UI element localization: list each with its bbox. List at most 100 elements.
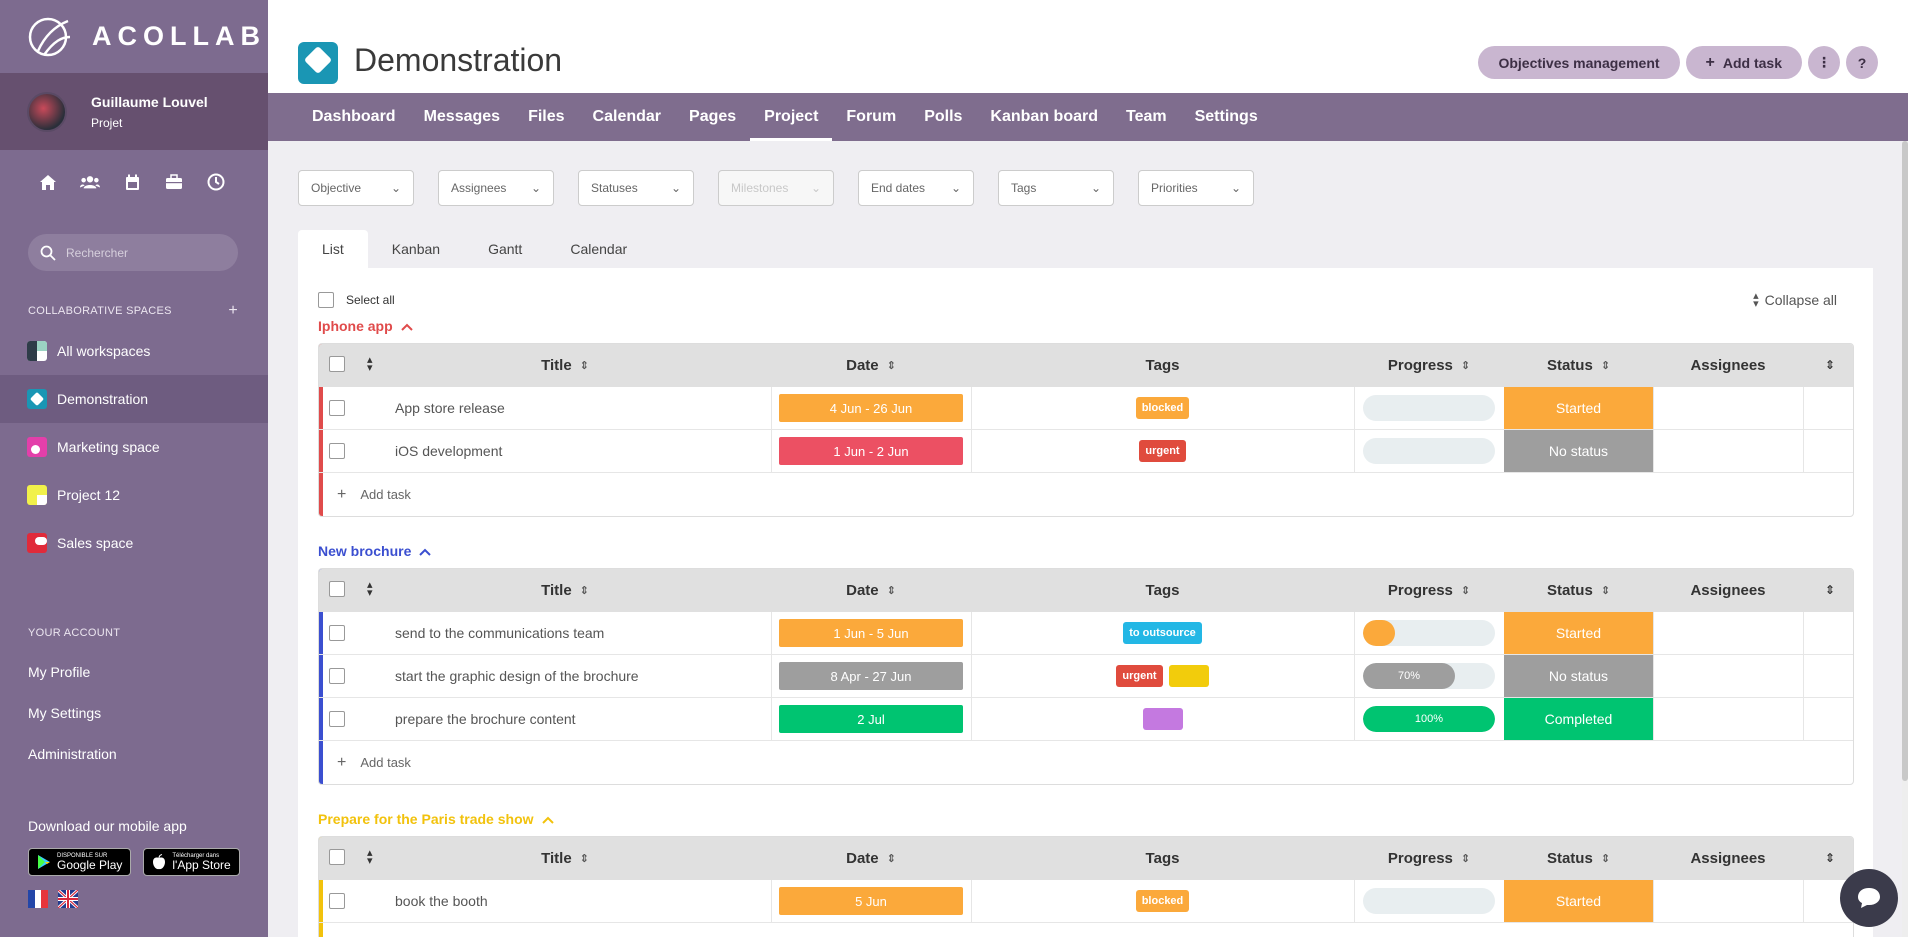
end-dates-filter[interactable]: End dates ⌄ (858, 170, 974, 206)
calendar-icon[interactable] (122, 172, 142, 192)
select-all[interactable]: Select all (318, 292, 395, 308)
task-checkbox[interactable] (329, 668, 345, 684)
tag-badge[interactable]: to outsource (1123, 622, 1202, 644)
help-button[interactable]: ? (1846, 46, 1878, 79)
tab-dashboard[interactable]: Dashboard (312, 108, 396, 125)
users-icon[interactable] (80, 172, 100, 192)
status-cell[interactable]: No status (1504, 430, 1653, 472)
tag-badge[interactable]: blocked (1135, 890, 1190, 912)
tab-settings[interactable]: Settings (1194, 108, 1258, 125)
tab-polls[interactable]: Polls (924, 108, 963, 125)
progress-cell[interactable] (1354, 387, 1504, 429)
assignees-cell[interactable] (1653, 387, 1803, 429)
tab-forum[interactable]: Forum (846, 108, 897, 125)
group-select-checkbox[interactable] (329, 849, 345, 865)
tag-badge[interactable]: blocked (1135, 397, 1190, 419)
account-item-administration[interactable]: Administration (28, 745, 117, 762)
column-date[interactable]: Date ⇕ (771, 569, 971, 612)
tags-cell[interactable]: urgent (971, 430, 1354, 472)
chevron-up-icon[interactable] (541, 811, 554, 827)
add-task-row[interactable]: + Add task (319, 473, 1853, 516)
column-date[interactable]: Date ⇕ (771, 344, 971, 387)
progress-cell[interactable]: 100% (1354, 698, 1504, 740)
task-row[interactable]: send to the communications team 1 Jun - 5… (319, 612, 1853, 655)
tag-badge[interactable] (1168, 665, 1209, 687)
date-cell[interactable]: 8 Apr - 27 Jun (771, 655, 971, 697)
sort-icon[interactable]: ▴ ▾ (367, 847, 373, 867)
add-task-row[interactable]: + Add task (319, 741, 1853, 784)
space-item-project-12[interactable]: Project 12 (0, 471, 268, 519)
task-checkbox[interactable] (329, 443, 345, 459)
statuses-filter[interactable]: Statuses ⌄ (578, 170, 694, 206)
column-status[interactable]: Status ⇕ (1504, 569, 1653, 612)
task-row[interactable]: start the graphic design of the brochure… (319, 655, 1853, 698)
column-title[interactable]: Title ⇕ (359, 569, 771, 612)
chat-button[interactable] (1840, 869, 1898, 927)
tab-files[interactable]: Files (528, 108, 565, 125)
column-progress[interactable]: Progress ⇕ (1354, 344, 1504, 387)
group-select-checkbox[interactable] (329, 356, 345, 372)
assignees-cell[interactable] (1653, 655, 1803, 697)
account-item-settings[interactable]: My Settings (28, 704, 102, 721)
task-row[interactable]: prepare the brochure content 2 Jul 100% Com… (319, 698, 1853, 741)
assignees-cell[interactable] (1653, 880, 1803, 922)
status-cell[interactable]: Completed (1504, 698, 1653, 740)
status-cell[interactable]: No status (1504, 655, 1653, 697)
tags-cell[interactable] (971, 698, 1354, 740)
task-title[interactable]: iOS development (395, 430, 502, 472)
briefcase-icon[interactable] (164, 172, 184, 192)
space-item-all-workspaces[interactable]: All workspaces (0, 327, 268, 375)
progress-cell[interactable] (1354, 430, 1504, 472)
space-item-demonstration[interactable]: Demonstration (0, 375, 268, 423)
tags-filter[interactable]: Tags ⌄ (998, 170, 1114, 206)
task-title[interactable]: App store release (395, 387, 505, 429)
tab-team[interactable]: Team (1125, 108, 1167, 125)
collapse-all-button[interactable]: ▴ ▾ Collapse all (1753, 291, 1837, 310)
task-title[interactable]: prepare the brochure content (395, 698, 576, 740)
home-icon[interactable] (38, 172, 58, 192)
add-space-button[interactable]: + (228, 302, 238, 319)
tab-calendar-view[interactable]: Calendar (570, 241, 628, 257)
column-status[interactable]: Status ⇕ (1504, 837, 1653, 880)
column-progress[interactable]: Progress ⇕ (1354, 569, 1504, 612)
tab-list[interactable]: List (298, 230, 368, 268)
select-all-checkbox[interactable] (318, 292, 334, 308)
column-status[interactable]: Status ⇕ (1504, 344, 1653, 387)
add-task-button[interactable]: + Add task (1685, 46, 1802, 79)
objective-filter[interactable]: Objective ⌄ (298, 170, 414, 206)
uk-flag-icon[interactable] (58, 890, 78, 908)
group-title[interactable]: New brochure (318, 543, 432, 559)
date-cell[interactable]: 1 Jun - 2 Jun (771, 430, 971, 472)
brand-logo[interactable]: ACOLLAB (0, 0, 268, 73)
task-checkbox[interactable] (329, 400, 345, 416)
column-settings-icon[interactable]: ⇕ (1824, 851, 1835, 865)
sidebar-search-input[interactable] (66, 245, 216, 260)
sidebar-search[interactable] (28, 234, 238, 271)
task-row[interactable]: book the booth 5 Jun blocked Started (319, 880, 1853, 923)
task-checkbox[interactable] (329, 893, 345, 909)
task-checkbox[interactable] (329, 625, 345, 641)
progress-cell[interactable]: 70% (1354, 655, 1504, 697)
assignees-cell[interactable] (1653, 612, 1803, 654)
date-cell[interactable]: 5 Jun (771, 880, 971, 922)
tags-cell[interactable]: blocked (971, 387, 1354, 429)
space-item-sales[interactable]: Sales space (0, 519, 268, 567)
task-row[interactable]: App store release 4 Jun - 26 Jun blocked St… (319, 387, 1853, 430)
chevron-up-icon[interactable] (400, 318, 413, 334)
tab-kanban[interactable]: Kanban (391, 241, 441, 257)
user-card[interactable]: Guillaume Louvel Projet (0, 73, 268, 150)
group-title[interactable]: Iphone app (318, 318, 413, 334)
account-item-profile[interactable]: My Profile (28, 663, 91, 680)
date-cell[interactable]: 2 Jul (771, 698, 971, 740)
tags-cell[interactable]: urgent (971, 655, 1354, 697)
space-item-marketing[interactable]: Marketing space (0, 423, 268, 471)
scrollbar-thumb[interactable] (1902, 141, 1908, 781)
task-title[interactable]: start the graphic design of the brochure (395, 655, 639, 697)
column-progress[interactable]: Progress ⇕ (1354, 837, 1504, 880)
tag-badge[interactable] (1142, 708, 1183, 730)
date-cell[interactable]: 1 Jun - 5 Jun (771, 612, 971, 654)
tag-badge[interactable]: urgent (1139, 440, 1186, 462)
tab-messages[interactable]: Messages (423, 108, 501, 125)
task-title[interactable]: book the booth (395, 880, 488, 922)
progress-cell[interactable] (1354, 612, 1504, 654)
